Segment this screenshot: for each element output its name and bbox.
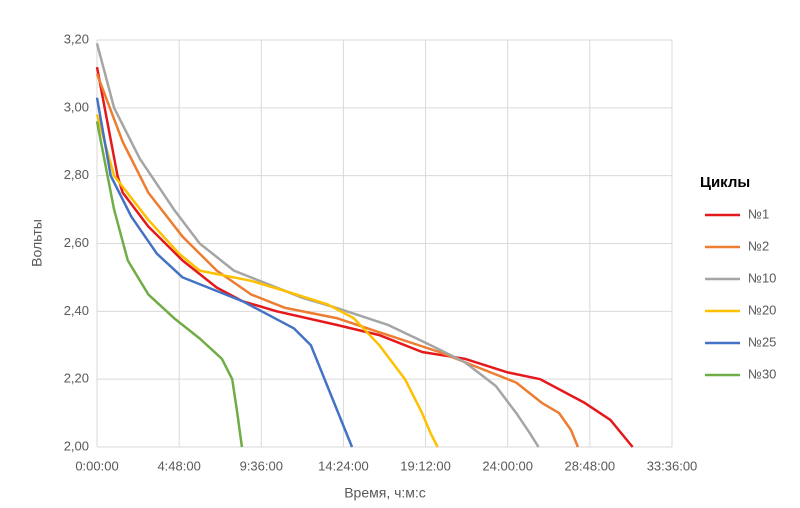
y-tick-label: 2,20 <box>64 371 89 386</box>
y-tick-label: 2,00 <box>64 438 89 453</box>
x-tick-label: 28:48:00 <box>565 458 616 473</box>
data-line <box>95 43 540 448</box>
x-tick-label: 24:00:00 <box>482 458 533 473</box>
x-tick-label: 33:36:00 <box>647 458 698 473</box>
x-tick-label: 4:48:00 <box>157 458 200 473</box>
x-tick-label: 0:00:00 <box>75 458 118 473</box>
data-line <box>95 73 580 448</box>
legend-title: Циклы <box>700 174 750 191</box>
data-line <box>95 66 634 448</box>
legend-label: №30 <box>748 366 776 381</box>
y-tick-label: 3,20 <box>64 31 89 46</box>
legend-label: №1 <box>748 206 769 221</box>
x-tick-label: 9:36:00 <box>240 458 283 473</box>
data-line <box>95 97 354 448</box>
y-tick-label: 2,60 <box>64 235 89 250</box>
x-axis-title: Время, ч:м:с <box>344 485 426 501</box>
data-line <box>95 121 244 448</box>
y-tick-label: 3,00 <box>64 99 89 114</box>
y-axis-title: Вольты <box>29 219 45 267</box>
y-tick-label: 2,80 <box>64 167 89 182</box>
legend-label: №20 <box>748 302 776 317</box>
legend-label: №10 <box>748 270 776 285</box>
legend-label: №25 <box>748 334 776 349</box>
legend-label: №2 <box>748 238 769 253</box>
y-tick-label: 2,40 <box>64 303 89 318</box>
data-line <box>95 114 439 448</box>
x-tick-label: 19:12:00 <box>400 458 451 473</box>
x-tick-label: 14:24:00 <box>318 458 369 473</box>
